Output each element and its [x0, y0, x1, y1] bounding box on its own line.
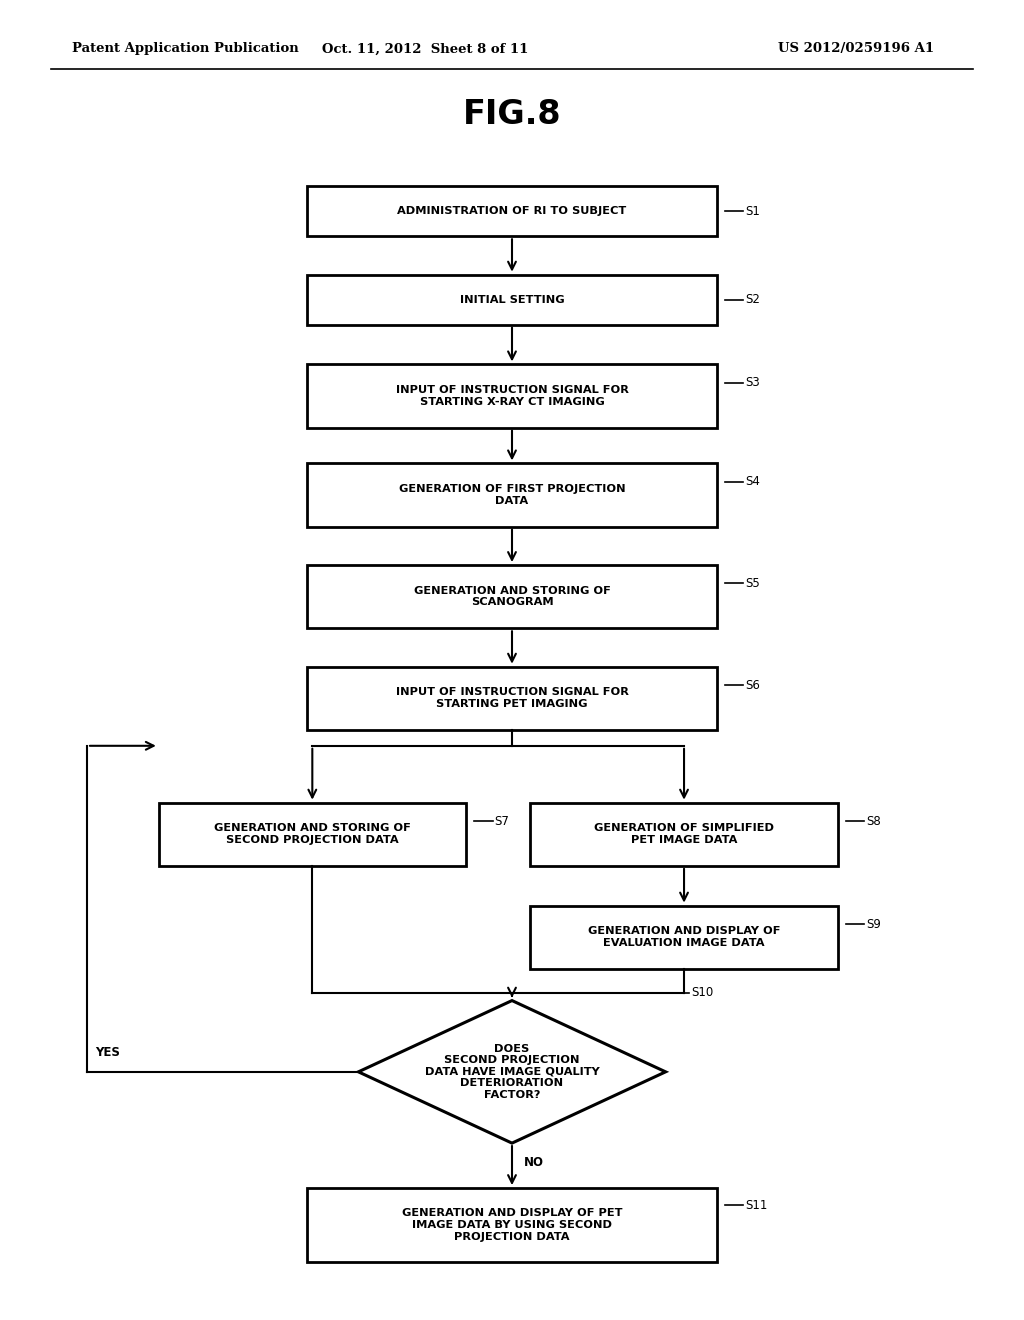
Text: GENERATION AND STORING OF
SCANOGRAM: GENERATION AND STORING OF SCANOGRAM: [414, 586, 610, 607]
Text: S7: S7: [495, 814, 510, 828]
Text: S5: S5: [745, 577, 760, 590]
Text: S8: S8: [866, 814, 881, 828]
Text: GENERATION AND STORING OF
SECOND PROJECTION DATA: GENERATION AND STORING OF SECOND PROJECT…: [214, 824, 411, 845]
FancyBboxPatch shape: [530, 906, 838, 969]
Text: YES: YES: [95, 1045, 120, 1059]
FancyBboxPatch shape: [307, 565, 717, 628]
Text: S4: S4: [745, 475, 761, 488]
Text: NO: NO: [524, 1156, 545, 1170]
Text: DOES
SECOND PROJECTION
DATA HAVE IMAGE QUALITY
DETERIORATION
FACTOR?: DOES SECOND PROJECTION DATA HAVE IMAGE Q…: [425, 1044, 599, 1100]
FancyBboxPatch shape: [307, 364, 717, 428]
Text: S1: S1: [745, 205, 761, 218]
Text: GENERATION AND DISPLAY OF
EVALUATION IMAGE DATA: GENERATION AND DISPLAY OF EVALUATION IMA…: [588, 927, 780, 948]
Text: INPUT OF INSTRUCTION SIGNAL FOR
STARTING X-RAY CT IMAGING: INPUT OF INSTRUCTION SIGNAL FOR STARTING…: [395, 385, 629, 407]
Text: S10: S10: [691, 986, 714, 999]
Text: INITIAL SETTING: INITIAL SETTING: [460, 294, 564, 305]
Text: S9: S9: [866, 917, 882, 931]
Text: Oct. 11, 2012  Sheet 8 of 11: Oct. 11, 2012 Sheet 8 of 11: [322, 42, 528, 55]
Text: GENERATION OF FIRST PROJECTION
DATA: GENERATION OF FIRST PROJECTION DATA: [398, 484, 626, 506]
Text: US 2012/0259196 A1: US 2012/0259196 A1: [778, 42, 934, 55]
Text: GENERATION OF SIMPLIFIED
PET IMAGE DATA: GENERATION OF SIMPLIFIED PET IMAGE DATA: [594, 824, 774, 845]
Text: S11: S11: [745, 1199, 768, 1212]
FancyBboxPatch shape: [530, 803, 838, 866]
FancyBboxPatch shape: [307, 463, 717, 527]
FancyBboxPatch shape: [307, 667, 717, 730]
Text: GENERATION AND DISPLAY OF PET
IMAGE DATA BY USING SECOND
PROJECTION DATA: GENERATION AND DISPLAY OF PET IMAGE DATA…: [401, 1208, 623, 1242]
Text: INPUT OF INSTRUCTION SIGNAL FOR
STARTING PET IMAGING: INPUT OF INSTRUCTION SIGNAL FOR STARTING…: [395, 688, 629, 709]
Text: S6: S6: [745, 678, 761, 692]
Text: S2: S2: [745, 293, 761, 306]
Text: Patent Application Publication: Patent Application Publication: [72, 42, 298, 55]
FancyBboxPatch shape: [307, 275, 717, 325]
FancyBboxPatch shape: [307, 1188, 717, 1262]
Polygon shape: [358, 1001, 666, 1143]
FancyBboxPatch shape: [159, 803, 466, 866]
Text: ADMINISTRATION OF RI TO SUBJECT: ADMINISTRATION OF RI TO SUBJECT: [397, 206, 627, 216]
Text: FIG.8: FIG.8: [463, 98, 561, 131]
Text: S3: S3: [745, 376, 760, 389]
FancyBboxPatch shape: [307, 186, 717, 236]
